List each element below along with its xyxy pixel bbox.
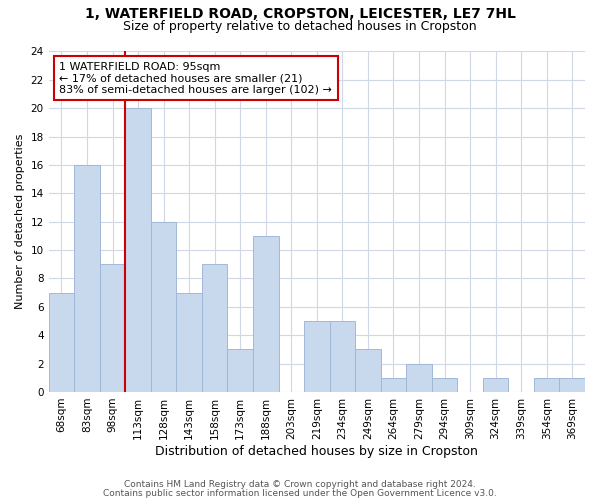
Bar (151, 222, 176, 392)
X-axis label: Distribution of detached houses by size in Cropston: Distribution of detached houses by size … (155, 444, 478, 458)
Bar (355, 350, 380, 392)
Bar (329, 321, 355, 392)
Bar (202, 264, 227, 392)
Bar (100, 264, 125, 392)
Text: Contains HM Land Registry data © Crown copyright and database right 2024.: Contains HM Land Registry data © Crown c… (124, 480, 476, 489)
Bar (176, 292, 202, 392)
Text: 1 WATERFIELD ROAD: 95sqm
← 17% of detached houses are smaller (21)
83% of semi-d: 1 WATERFIELD ROAD: 95sqm ← 17% of detach… (59, 62, 332, 95)
Bar (253, 236, 278, 392)
Bar (74, 165, 100, 392)
Text: Size of property relative to detached houses in Cropston: Size of property relative to detached ho… (123, 20, 477, 33)
Bar (49, 292, 74, 392)
Text: Contains public sector information licensed under the Open Government Licence v3: Contains public sector information licen… (103, 488, 497, 498)
Bar (125, 108, 151, 392)
Bar (227, 350, 253, 392)
Text: 1, WATERFIELD ROAD, CROPSTON, LEICESTER, LE7 7HL: 1, WATERFIELD ROAD, CROPSTON, LEICESTER,… (85, 8, 515, 22)
Bar (432, 378, 457, 392)
Bar (304, 321, 329, 392)
Bar (483, 378, 508, 392)
Bar (380, 378, 406, 392)
Bar (534, 378, 559, 392)
Bar (406, 364, 432, 392)
Y-axis label: Number of detached properties: Number of detached properties (15, 134, 25, 310)
Bar (559, 378, 585, 392)
